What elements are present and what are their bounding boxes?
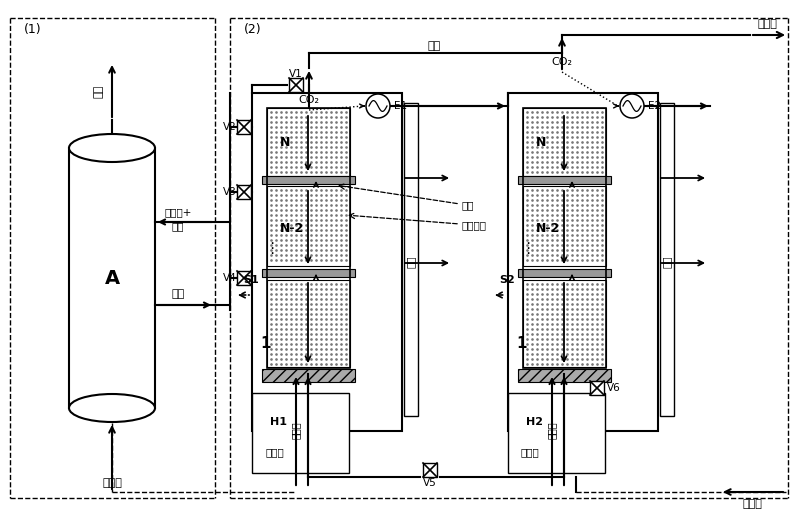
Bar: [518, 176, 611, 184]
Bar: [237, 185, 251, 199]
Text: V6: V6: [607, 383, 621, 393]
Text: 烟道气: 烟道气: [742, 499, 762, 509]
Ellipse shape: [69, 134, 155, 162]
Bar: [518, 369, 611, 382]
Bar: [289, 78, 303, 92]
Bar: [237, 120, 251, 134]
Bar: [523, 108, 606, 368]
Text: 去压缩: 去压缩: [758, 19, 778, 29]
Bar: [523, 280, 606, 367]
Ellipse shape: [69, 394, 155, 422]
Text: N: N: [536, 136, 546, 149]
Text: 甲醇: 甲醇: [172, 221, 184, 231]
Text: V5: V5: [423, 478, 437, 488]
Text: N-2: N-2: [280, 222, 304, 235]
Text: 1: 1: [516, 335, 526, 350]
Text: CO₂: CO₂: [298, 95, 319, 105]
Bar: [252, 93, 402, 431]
Bar: [267, 108, 350, 176]
Text: 富液: 富液: [427, 41, 441, 51]
Bar: [267, 108, 350, 368]
Bar: [523, 108, 606, 176]
Text: 烟道气: 烟道气: [102, 478, 122, 488]
Text: 吹扫气: 吹扫气: [266, 447, 284, 457]
Text: 甲醇蒸气: 甲醇蒸气: [462, 220, 487, 230]
Text: 富液: 富液: [171, 289, 185, 299]
Bar: [262, 176, 355, 184]
Text: N-2: N-2: [536, 222, 560, 235]
Bar: [423, 463, 437, 477]
Text: V4: V4: [223, 273, 237, 283]
Text: 甲醇: 甲醇: [406, 256, 416, 268]
Text: CO₂: CO₂: [551, 57, 573, 67]
Text: 吹扫气: 吹扫气: [521, 447, 539, 457]
Text: 甲醇: 甲醇: [662, 256, 672, 268]
Text: N: N: [280, 136, 290, 149]
Text: S1: S1: [243, 275, 259, 285]
Circle shape: [366, 94, 390, 118]
Text: 排气: 排气: [94, 85, 104, 98]
Bar: [69, 148, 155, 408]
Text: V2: V2: [223, 122, 237, 132]
Text: H2: H2: [526, 417, 543, 427]
Text: E2: E2: [648, 101, 661, 111]
Text: ⋮: ⋮: [264, 240, 280, 255]
Text: 乙醇胺: 乙醇胺: [547, 421, 557, 439]
Text: 1: 1: [260, 335, 270, 350]
Bar: [267, 280, 350, 367]
Bar: [660, 103, 674, 416]
Bar: [523, 186, 606, 266]
Text: ⋮: ⋮: [520, 240, 536, 255]
Bar: [267, 186, 350, 266]
Text: A: A: [105, 268, 119, 288]
Text: V3: V3: [223, 187, 237, 197]
Text: 乙醇胺+: 乙醇胺+: [164, 207, 192, 217]
Bar: [252, 393, 349, 473]
Bar: [508, 393, 605, 473]
Text: (1): (1): [24, 23, 42, 36]
Bar: [237, 271, 251, 285]
Text: (2): (2): [244, 23, 262, 36]
Circle shape: [620, 94, 644, 118]
Bar: [518, 269, 611, 277]
Text: V1: V1: [289, 69, 303, 79]
Text: 乙醇胺: 乙醇胺: [291, 421, 301, 439]
Bar: [508, 93, 658, 431]
Text: E1: E1: [394, 101, 407, 111]
Bar: [404, 103, 418, 416]
Text: 隔板: 隔板: [462, 200, 474, 210]
Bar: [590, 381, 604, 395]
Text: H1: H1: [270, 417, 287, 427]
Bar: [262, 269, 355, 277]
Bar: [262, 369, 355, 382]
Text: S2: S2: [499, 275, 515, 285]
